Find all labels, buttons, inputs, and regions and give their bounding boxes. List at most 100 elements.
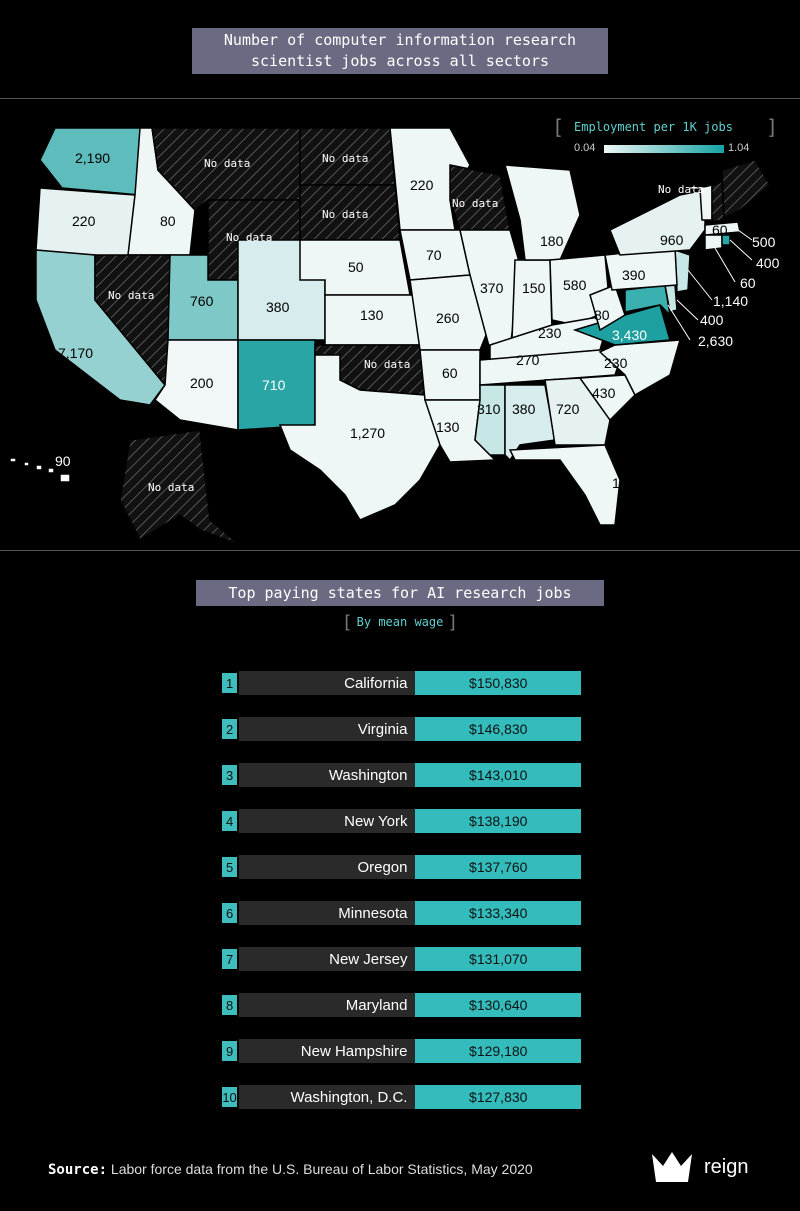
label-mo: 260 [436, 310, 460, 326]
legend-max: 1.04 [728, 142, 750, 154]
state-hi [9, 457, 71, 483]
rank-wage: $131,070 [415, 947, 581, 971]
rank-number: 8 [220, 993, 240, 1017]
label-nm: 710 [262, 377, 286, 393]
ranking-row: 8 Maryland $130,640 [220, 993, 581, 1017]
ranking-row: 9 New Hampshire $129,180 [220, 1039, 581, 1063]
state-ny [609, 189, 706, 256]
nodata-nv: No data [108, 289, 154, 302]
label-co: 380 [266, 299, 290, 315]
label-la: 130 [436, 419, 460, 435]
label-nj: 1,140 [713, 293, 748, 309]
nodata-ak: No data [148, 481, 194, 494]
ranking-row: 1 California $150,830 [220, 671, 581, 695]
state-al [504, 384, 556, 462]
rank-number: 3 [220, 763, 240, 787]
ranking-row: 6 Minnesota $133,340 [220, 901, 581, 925]
rank-number: 10 [220, 1085, 240, 1109]
rank-number: 4 [220, 809, 240, 833]
rank-state: New Jersey [239, 947, 416, 971]
label-tn: 270 [516, 352, 540, 368]
label-il: 370 [480, 280, 504, 296]
label-or: 220 [72, 213, 96, 229]
brand-wordmark: reign [704, 1156, 749, 1178]
rank-state: Washington [239, 763, 416, 787]
label-ri: 400 [756, 255, 780, 271]
label-ar: 60 [442, 365, 458, 381]
rank-number: 1 [220, 671, 240, 695]
label-wv: 80 [594, 307, 610, 323]
label-id: 80 [160, 213, 176, 229]
rank-state: Washington, D.C. [239, 1085, 416, 1109]
ranking-row: 3 Washington $143,010 [220, 763, 581, 787]
rank-wage: $146,830 [415, 717, 581, 741]
rank-wage: $150,830 [415, 671, 581, 695]
ranking-row: 5 Oregon $137,760 [220, 855, 581, 879]
label-ny: 960 [660, 232, 684, 248]
legend-min: 0.04 [574, 142, 596, 154]
map-title: Number of computer information research … [192, 28, 608, 74]
nodata-wy: No data [226, 231, 272, 244]
rank-state: Virginia [239, 717, 416, 741]
rank-number: 6 [220, 901, 240, 925]
state-fl [508, 444, 621, 526]
label-tx: 1,270 [350, 425, 385, 441]
nodata-sd: No data [322, 208, 368, 221]
ranking-row: 7 New Jersey $131,070 [220, 947, 581, 971]
us-map: 2,190 220 80 7,170 760 380 200 710 50 13… [9, 127, 780, 546]
state-nc [598, 339, 682, 397]
nodata-wi: No data [452, 197, 498, 210]
rank-wage: $129,180 [415, 1039, 581, 1063]
legend-gradient [604, 145, 724, 153]
ranking-row: 4 New York $138,190 [220, 809, 581, 833]
nodata-mt: No data [204, 157, 250, 170]
state-mo [409, 274, 491, 351]
label-mi: 180 [540, 233, 564, 249]
ranking-subtitle: [By mean wage] [341, 611, 459, 633]
label-ct: 60 [740, 275, 756, 291]
label-va: 3,430 [612, 327, 647, 343]
rank-state: California [239, 671, 416, 695]
label-ky: 230 [538, 325, 562, 341]
brand-logo: reign [650, 1150, 770, 1186]
rank-state: Maryland [239, 993, 416, 1017]
rank-wage: $133,340 [415, 901, 581, 925]
ranking-row: 10 Washington, D.C. $127,830 [220, 1085, 581, 1109]
ranking-title: Top paying states for AI research jobs [196, 580, 604, 606]
map-legend: [ Employment per 1K jobs ] 0.04 1.04 [552, 115, 779, 154]
nodata-ok: No data [364, 358, 410, 371]
label-de: 400 [700, 312, 724, 328]
rank-wage: $138,190 [415, 809, 581, 833]
state-nh [711, 181, 725, 223]
rank-number: 9 [220, 1039, 240, 1063]
state-ak [119, 429, 241, 546]
divider-top [0, 98, 800, 99]
rank-wage: $130,640 [415, 993, 581, 1017]
label-oh: 580 [563, 277, 587, 293]
crown-icon [652, 1152, 692, 1182]
state-ri [721, 234, 731, 246]
label-ma: 500 [752, 234, 776, 250]
label-ks: 130 [360, 307, 384, 323]
rank-number: 2 [220, 717, 240, 741]
label-wa: 2,190 [75, 150, 110, 166]
label-ms: 310 [477, 401, 501, 417]
label-ga: 720 [556, 401, 580, 417]
state-wa [39, 127, 149, 196]
state-ct [704, 234, 723, 251]
rank-wage: $127,830 [415, 1085, 581, 1109]
nodata-nd: No data [322, 152, 368, 165]
rank-state: New Hampshire [239, 1039, 416, 1063]
state-wv [589, 284, 626, 332]
rank-state: Minnesota [239, 901, 416, 925]
rank-wage: $137,760 [415, 855, 581, 879]
label-hi: 90 [55, 453, 71, 469]
label-az: 200 [190, 375, 214, 391]
nodata-nh: No data [658, 183, 704, 196]
label-fl: 1,160 [612, 475, 647, 491]
label-mn: 220 [410, 177, 434, 193]
label-nc: 230 [604, 355, 628, 371]
rank-state: New York [239, 809, 416, 833]
label-ne: 50 [348, 259, 364, 275]
label-in: 150 [522, 280, 546, 296]
